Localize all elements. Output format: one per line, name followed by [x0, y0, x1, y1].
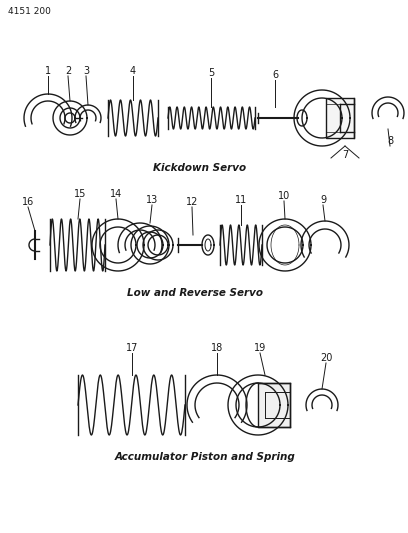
Text: 5: 5	[208, 68, 214, 78]
Text: 10: 10	[278, 191, 290, 201]
Text: 4: 4	[130, 66, 136, 76]
Text: Kickdown Servo: Kickdown Servo	[153, 163, 246, 173]
Text: 12: 12	[186, 197, 198, 207]
Bar	[326, 98, 354, 138]
Text: 18: 18	[211, 343, 223, 353]
Text: 14: 14	[110, 189, 122, 199]
Text: 20: 20	[320, 353, 332, 363]
Text: 16: 16	[22, 197, 34, 207]
Text: Low and Reverse Servo: Low and Reverse Servo	[127, 288, 263, 298]
Text: 1: 1	[45, 66, 51, 76]
Text: 8: 8	[387, 136, 393, 146]
Text: 7: 7	[342, 150, 348, 160]
Bar	[258, 383, 290, 427]
Text: 3: 3	[83, 66, 89, 76]
Text: 6: 6	[272, 70, 278, 80]
Text: 9: 9	[320, 195, 326, 205]
Text: 13: 13	[146, 195, 158, 205]
Text: 17: 17	[126, 343, 138, 353]
Text: 19: 19	[254, 343, 266, 353]
Text: 4151 200: 4151 200	[8, 7, 51, 16]
Text: 15: 15	[74, 189, 86, 199]
Text: 11: 11	[235, 195, 247, 205]
Text: 2: 2	[65, 66, 71, 76]
Text: Accumulator Piston and Spring: Accumulator Piston and Spring	[115, 452, 295, 462]
